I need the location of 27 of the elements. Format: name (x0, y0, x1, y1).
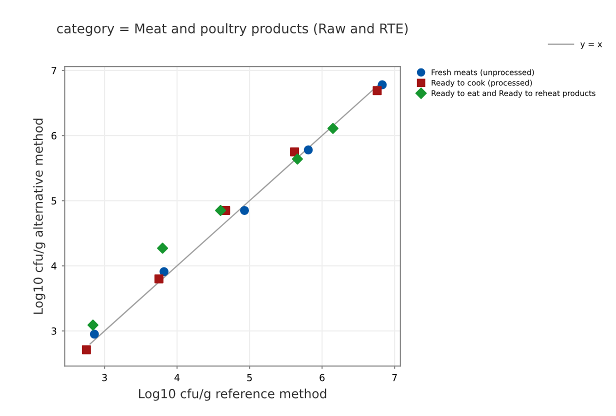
point (372, 86, 382, 96)
x-axis-title: Log10 cfu/g reference method (139, 388, 326, 401)
point (292, 154, 303, 165)
point (154, 274, 164, 284)
y-tick-label: 5 (52, 197, 56, 205)
x-tick-label: 5 (247, 374, 252, 382)
point (290, 147, 300, 156)
point (157, 242, 168, 254)
y-tick-label: 7 (52, 67, 56, 74)
chart-title: category = Meat and poultry products (Raw and RTE) (57, 23, 408, 36)
point (82, 345, 91, 354)
point (160, 267, 169, 276)
x-tick-label: 6 (320, 374, 325, 382)
y-tick-label: 6 (52, 132, 56, 140)
point (215, 204, 226, 216)
point (304, 145, 313, 154)
legend-label: y = x (580, 42, 602, 49)
point (240, 206, 250, 215)
y-tick-label: 3 (52, 327, 56, 335)
y-tick-label: 4 (51, 262, 56, 270)
point (87, 320, 98, 331)
x-tick-label: 7 (392, 374, 397, 382)
y-axis-title: Log10 cfu/g alternative method (33, 118, 46, 314)
x-tick-label: 3 (102, 374, 107, 382)
x-tick-label: 4 (174, 374, 180, 382)
point (327, 122, 338, 134)
point (90, 330, 99, 339)
